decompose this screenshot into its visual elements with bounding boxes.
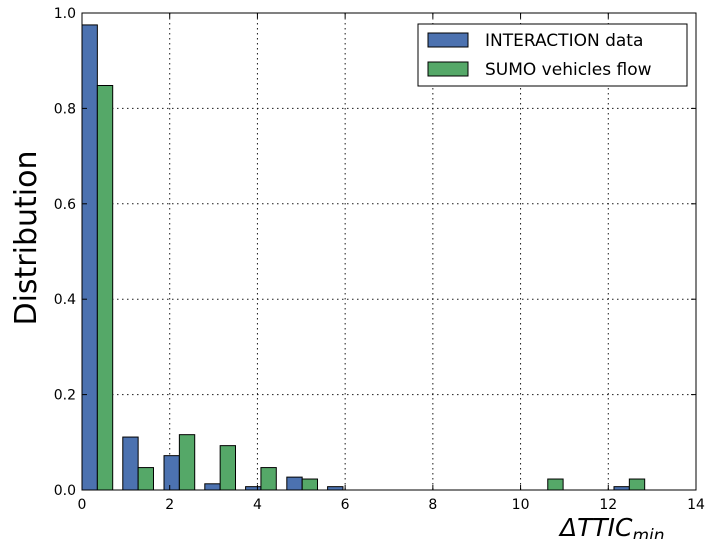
bar-interaction [613, 486, 630, 491]
y-tick-label: 0.2 [54, 388, 76, 404]
bar-sumo [301, 478, 319, 491]
legend-item-interaction: INTERACTION data [427, 31, 643, 51]
y-tick-label: 0.0 [54, 483, 76, 499]
x-tick-label: 6 [341, 497, 350, 513]
legend-label-sumo: SUMO vehicles flow [485, 60, 652, 80]
bar-interaction [245, 486, 262, 491]
bar-interaction [204, 483, 221, 491]
bar-sumo [137, 467, 154, 491]
x-tick-label: 4 [253, 497, 262, 513]
y-tick-label: 0.4 [54, 292, 76, 308]
y-tick-label: 0.6 [54, 197, 76, 213]
x-axis-title: ΔTTICmin [558, 513, 665, 539]
x-tick-label: 14 [687, 497, 705, 513]
bar-interaction [163, 455, 180, 491]
legend-item-sumo: SUMO vehicles flow [427, 60, 652, 80]
x-tick-label: 12 [599, 497, 617, 513]
bar-interaction [122, 436, 139, 491]
bar-interaction [286, 476, 303, 491]
x-axis-title-subscript: min [632, 526, 664, 539]
bar-interaction [81, 24, 98, 491]
legend-swatch-sumo [427, 61, 469, 77]
bars [81, 24, 646, 491]
bar-sumo [547, 478, 564, 491]
plot-frame [81, 12, 697, 491]
bar-sumo [96, 85, 114, 491]
bar-sumo [219, 445, 236, 491]
y-tick-label: 0.8 [54, 101, 76, 117]
x-tick-label: 10 [512, 497, 530, 513]
legend-swatch-interaction [427, 32, 469, 48]
y-axis-title: Distribution [9, 150, 44, 325]
y-tick-label: 1.0 [54, 6, 76, 22]
ticks: 0 2 4 6 8 10 12 14 0.0 0.2 0.4 0.6 0.8 1.0 [54, 6, 705, 513]
x-tick-label: 2 [165, 497, 174, 513]
legend: INTERACTION data SUMO vehicles flow [417, 23, 688, 87]
bar-sumo [260, 467, 277, 491]
bar-sumo [178, 434, 196, 491]
x-axis-title-main: ΔTTIC [558, 513, 633, 539]
x-tick-label: 0 [78, 497, 87, 513]
legend-label-interaction: INTERACTION data [485, 31, 643, 51]
bar-sumo [628, 478, 646, 491]
x-tick-label: 8 [428, 497, 437, 513]
bar-interaction [327, 486, 344, 491]
